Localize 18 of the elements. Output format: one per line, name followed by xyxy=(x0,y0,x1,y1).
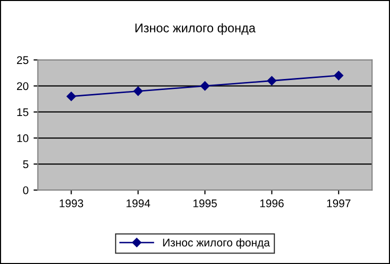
y-tick-label: 25 xyxy=(17,56,28,64)
x-tick-label: 1994 xyxy=(126,199,150,208)
y-tick-label: 0 xyxy=(23,186,28,194)
x-tick-label: 1996 xyxy=(260,199,284,208)
point xyxy=(267,76,276,86)
point xyxy=(334,70,344,80)
y-tick-label: 10 xyxy=(17,134,28,142)
point xyxy=(133,86,143,96)
point xyxy=(200,81,210,91)
chart-title: Износ жилого фонда xyxy=(135,23,256,35)
x-tick-label: 1993 xyxy=(60,199,84,208)
point xyxy=(66,92,76,101)
y-tick-label: 5 xyxy=(23,160,28,168)
x-tick-label: 1995 xyxy=(193,199,217,208)
y-tick-label: 20 xyxy=(17,82,28,90)
x-tick-label: 1997 xyxy=(327,199,350,208)
legend-label: Износ жилого фонда xyxy=(163,238,270,249)
y-tick-label: 15 xyxy=(17,108,28,116)
